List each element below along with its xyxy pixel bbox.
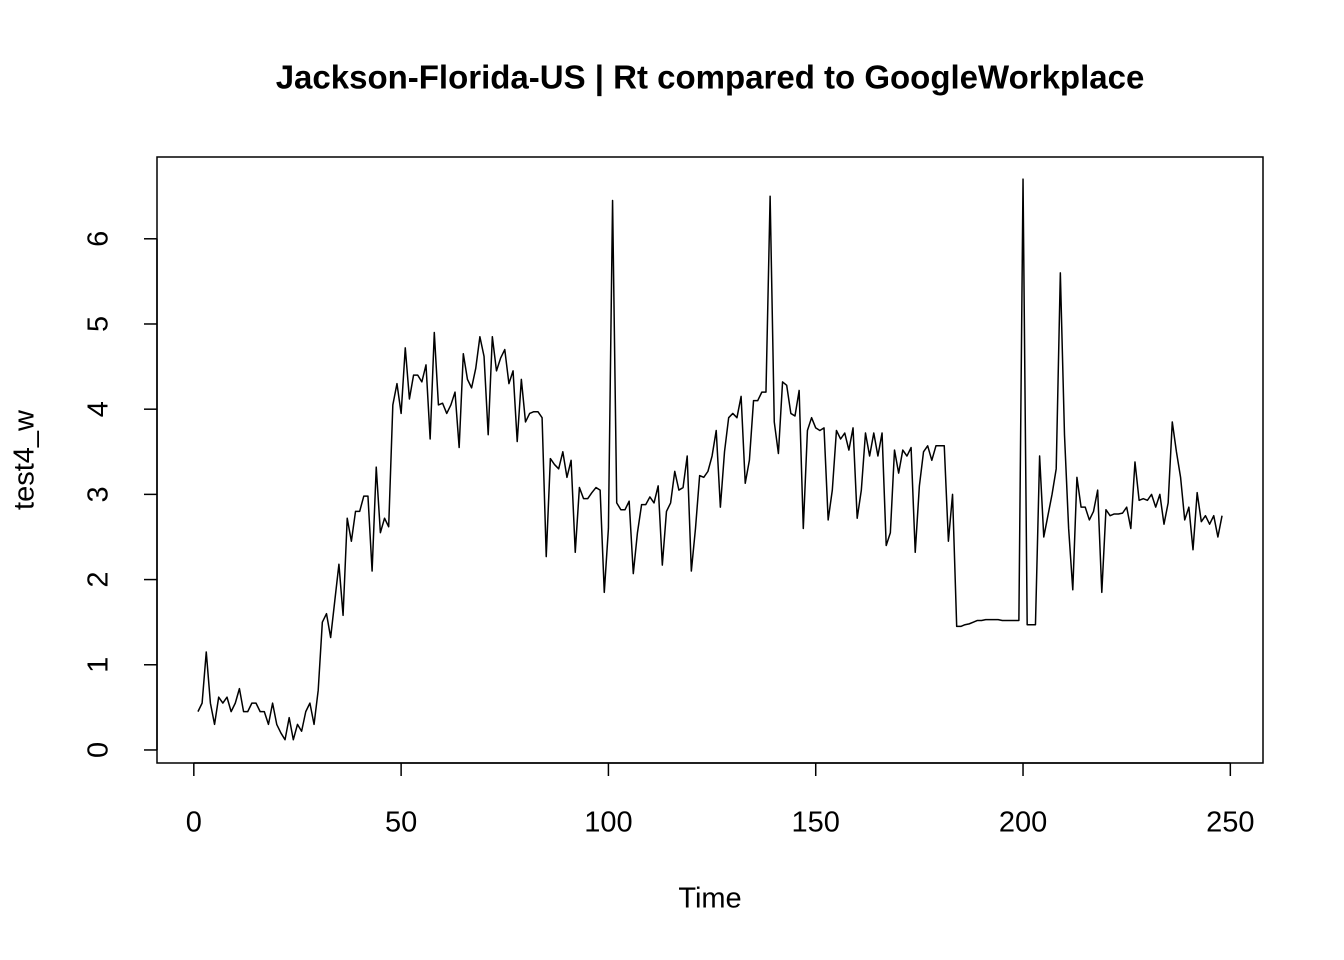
y-tick-label: 2 <box>83 572 115 588</box>
x-tick-label: 0 <box>186 807 202 839</box>
chart-title: Jackson-Florida-US | Rt compared to Goog… <box>276 59 1145 96</box>
y-tick-label: 1 <box>83 657 115 673</box>
x-tick-label: 150 <box>792 807 840 839</box>
y-tick-label: 0 <box>83 742 115 758</box>
y-axis-label: test4_w <box>9 409 41 510</box>
x-tick-label: 50 <box>385 807 417 839</box>
x-tick-label: 100 <box>584 807 632 839</box>
x-tick-label: 200 <box>999 807 1047 839</box>
x-axis-label: Time <box>678 883 741 915</box>
data-line <box>197 178 1223 741</box>
y-tick-label: 4 <box>83 401 115 417</box>
y-tick-label: 5 <box>83 316 115 332</box>
y-tick-label: 3 <box>83 486 115 502</box>
y-tick-label: 6 <box>83 231 115 247</box>
plot-frame <box>156 156 1264 764</box>
x-tick-label: 250 <box>1206 807 1254 839</box>
